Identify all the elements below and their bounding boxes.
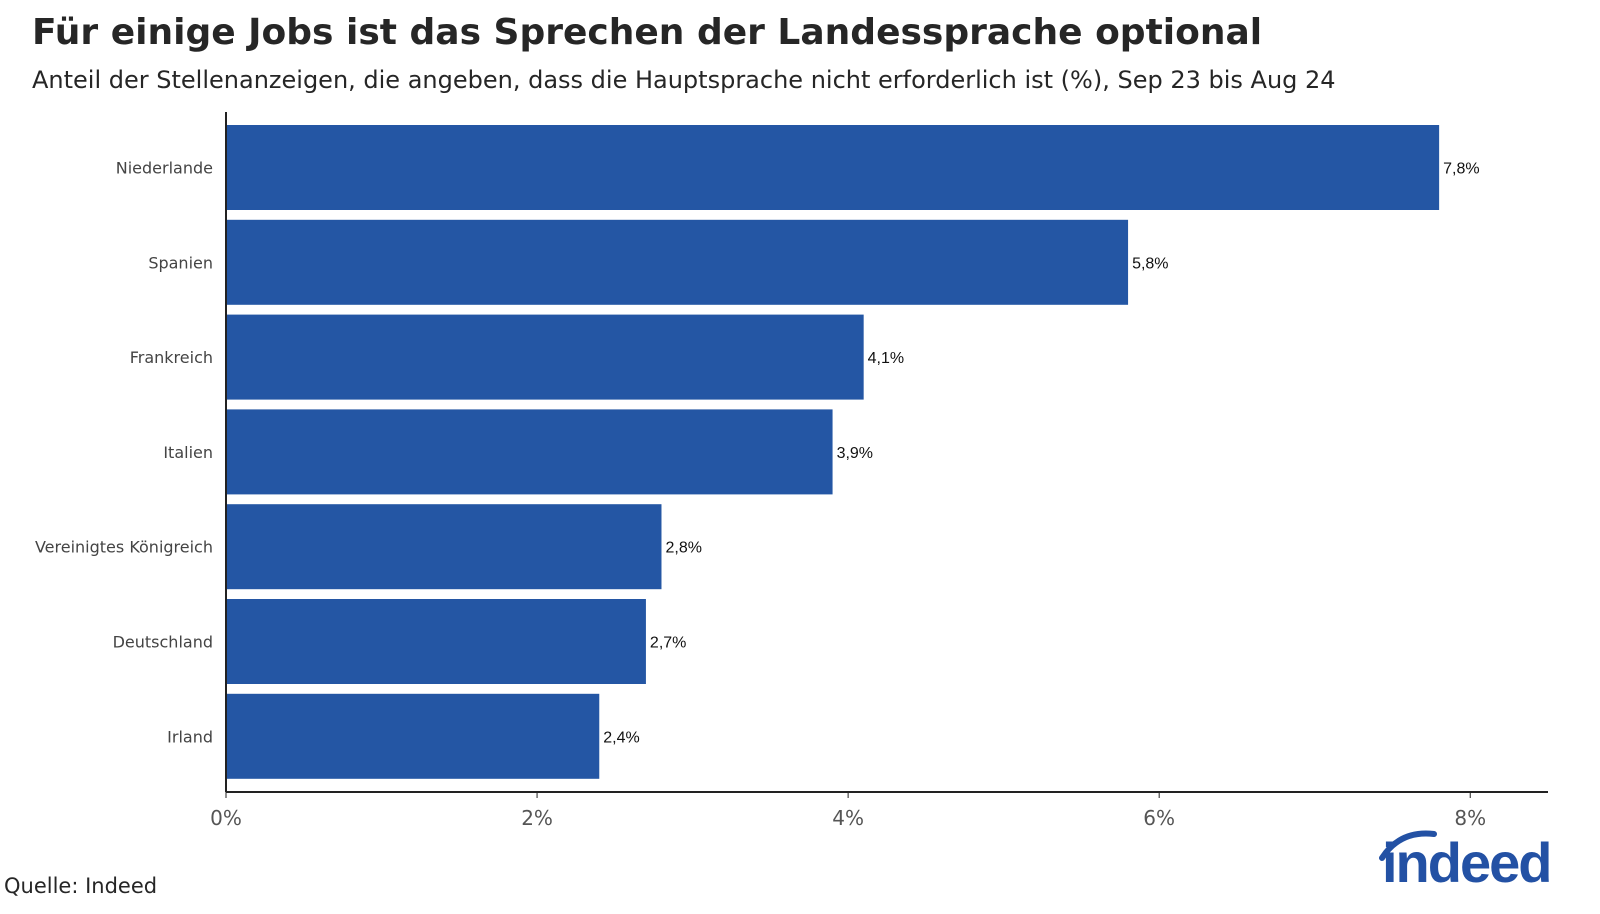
x-tick-label-1: 2% (521, 806, 553, 830)
value-label-5: 2,7% (650, 635, 686, 652)
chart-title: Für einige Jobs ist das Sprechen der Lan… (32, 12, 1263, 53)
category-label-3: Italien (163, 443, 213, 462)
bar-3 (226, 409, 833, 495)
category-label-1: Spanien (148, 253, 213, 272)
bar-4 (226, 504, 662, 590)
bar-5 (226, 599, 646, 684)
x-tick-label-4: 8% (1454, 806, 1486, 830)
value-label-0: 7,8% (1443, 161, 1479, 178)
value-label-6: 2,4% (603, 729, 639, 746)
x-tick-label-3: 6% (1143, 806, 1175, 830)
bar-2 (226, 314, 864, 400)
category-label-4: Vereinigtes Königreich (35, 538, 213, 557)
bar-6 (226, 693, 600, 779)
bar-0 (226, 125, 1440, 210)
chart-subtitle: Anteil der Stellenanzeigen, die angeben,… (32, 66, 1336, 94)
category-label-6: Irland (167, 727, 213, 746)
indeed-logo: indeed (1370, 828, 1570, 908)
value-label-2: 4,1% (868, 350, 904, 367)
x-tick-label-2: 4% (832, 806, 864, 830)
x-tick-label-0: 0% (210, 806, 242, 830)
value-label-3: 3,9% (837, 445, 873, 462)
value-label-1: 5,8% (1132, 255, 1168, 272)
bar-1 (226, 219, 1129, 305)
category-label-2: Frankreich (130, 348, 213, 367)
category-label-0: Niederlande (116, 159, 213, 178)
value-label-4: 2,8% (665, 540, 701, 557)
category-label-5: Deutschland (113, 633, 213, 652)
bar-chart: Niederlande 7,8% Spanien 5,8% Frankreich 4,1%… (35, 112, 1548, 830)
logo-wordmark: indeed (1382, 831, 1552, 894)
logo-arc-icon (1379, 830, 1437, 861)
source-note: Quelle: Indeed (4, 874, 158, 898)
